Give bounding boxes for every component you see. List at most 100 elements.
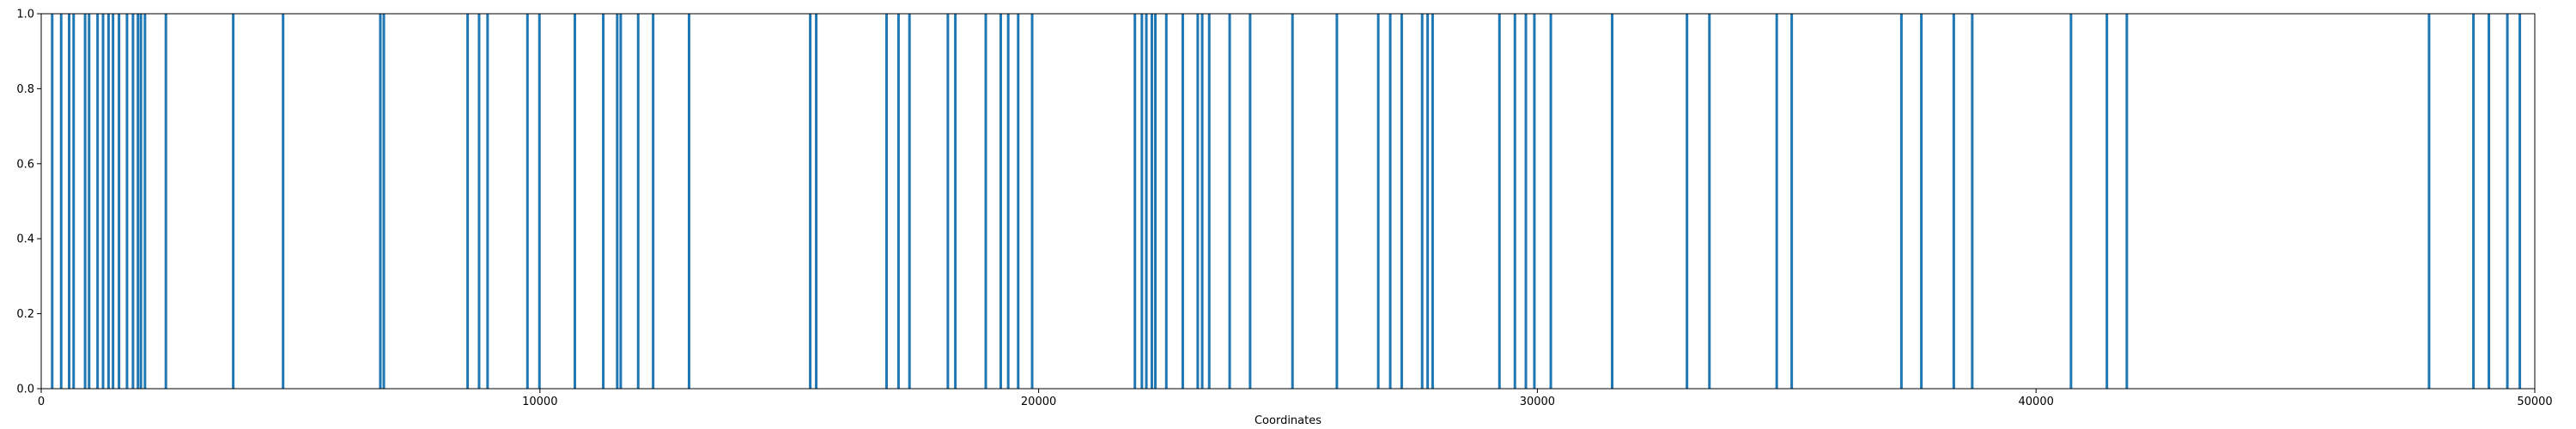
y-tick-label: 0.4 <box>16 233 34 246</box>
bar <box>1971 14 1974 389</box>
x-axis-label: Coordinates <box>1255 414 1321 427</box>
bar <box>1899 14 1903 389</box>
bar <box>2518 14 2522 389</box>
bar <box>59 14 63 389</box>
bar <box>72 14 76 389</box>
bar <box>382 14 386 389</box>
bar <box>526 14 529 389</box>
bar <box>602 14 605 389</box>
bar <box>143 14 147 389</box>
bar <box>1140 14 1144 389</box>
bar <box>1524 14 1528 389</box>
bar <box>687 14 690 389</box>
bars-group <box>51 14 2522 389</box>
y-tick-label: 1.0 <box>16 9 34 21</box>
bar <box>1145 14 1148 389</box>
bar <box>2105 14 2109 389</box>
bar <box>1549 14 1552 389</box>
bar <box>2125 14 2129 389</box>
bar <box>1513 14 1516 389</box>
bar <box>486 14 489 389</box>
bar <box>636 14 640 389</box>
bar <box>137 14 140 389</box>
x-tick-label: 50000 <box>2517 396 2552 408</box>
bar <box>1228 14 1231 389</box>
bar <box>984 14 987 389</box>
bar <box>1335 14 1339 389</box>
bar <box>51 14 54 389</box>
bar <box>1686 14 1689 389</box>
bar <box>896 14 900 389</box>
bar <box>125 14 129 389</box>
bar <box>1200 14 1204 389</box>
bar <box>999 14 1002 389</box>
x-tick-label: 10000 <box>522 396 557 408</box>
bar <box>1611 14 1614 389</box>
bar <box>1400 14 1403 389</box>
bar <box>1388 14 1392 389</box>
bar <box>1006 14 1010 389</box>
bar <box>1249 14 1252 389</box>
bar <box>379 14 382 389</box>
bar <box>466 14 470 389</box>
bar <box>573 14 576 389</box>
bar <box>908 14 911 389</box>
bar <box>96 14 100 389</box>
bar <box>1708 14 1711 389</box>
bar <box>106 14 110 389</box>
bar <box>1164 14 1168 389</box>
x-axis: 0 10000 20000 30000 40000 50000 <box>38 389 2553 408</box>
bar <box>1775 14 1778 389</box>
bar <box>2472 14 2476 389</box>
bar <box>1431 14 1434 389</box>
bar <box>1207 14 1211 389</box>
bar <box>282 14 285 389</box>
bar <box>1030 14 1034 389</box>
bar <box>1150 14 1153 389</box>
bar <box>1376 14 1380 389</box>
bar <box>477 14 481 389</box>
x-tick-label: 30000 <box>1520 396 1555 408</box>
y-tick-label: 0.8 <box>16 83 34 96</box>
bar <box>83 14 87 389</box>
y-tick-label: 0.6 <box>16 158 34 171</box>
bar <box>1426 14 1430 389</box>
bar <box>1533 14 1536 389</box>
y-tick-label: 0.0 <box>16 384 34 396</box>
bar <box>538 14 541 389</box>
bar <box>2427 14 2431 389</box>
bar <box>652 14 655 389</box>
bar <box>1196 14 1200 389</box>
y-tick-label: 0.2 <box>16 308 34 321</box>
y-axis: 0.0 0.2 0.4 0.6 0.8 1.0 <box>16 9 41 396</box>
bar <box>131 14 135 389</box>
bar <box>946 14 950 389</box>
plot-frame <box>40 13 2536 390</box>
x-tick-label: 40000 <box>2019 396 2054 408</box>
bar <box>1291 14 1294 389</box>
bar <box>1420 14 1424 389</box>
bar <box>164 14 167 389</box>
bar <box>1133 14 1137 389</box>
bar <box>954 14 957 389</box>
x-tick-label: 20000 <box>1021 396 1056 408</box>
bar <box>1920 14 1923 389</box>
bar <box>2488 14 2491 389</box>
bar <box>2506 14 2509 389</box>
bar <box>1952 14 1955 389</box>
bar <box>815 14 818 389</box>
bar <box>112 14 115 389</box>
bar <box>88 14 91 389</box>
bar <box>616 14 619 389</box>
bar <box>232 14 235 389</box>
bar <box>1181 14 1184 389</box>
x-tick-label: 0 <box>38 396 45 408</box>
bar <box>139 14 143 389</box>
bar <box>1790 14 1794 389</box>
bar <box>1498 14 1501 389</box>
bar <box>1017 14 1020 389</box>
bar <box>118 14 121 389</box>
bar <box>619 14 623 389</box>
bar <box>884 14 888 389</box>
